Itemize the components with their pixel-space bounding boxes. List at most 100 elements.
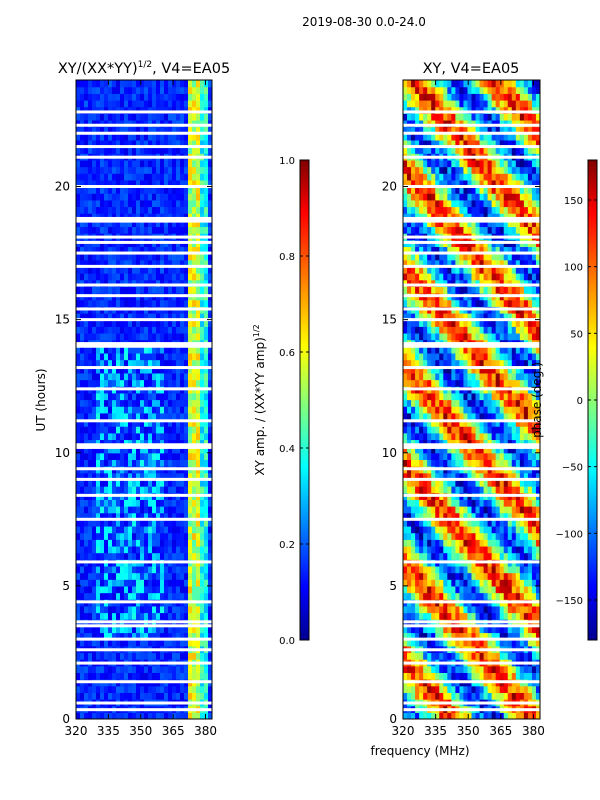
heatmap-cell — [84, 219, 89, 228]
heatmap-cell — [156, 279, 161, 287]
heatmap-cell — [76, 545, 81, 554]
heatmap-cell — [96, 612, 101, 620]
heatmap-cell — [471, 472, 477, 480]
heatmap-cell — [403, 532, 408, 540]
heatmap-cell — [88, 179, 93, 188]
heatmap-cell — [443, 639, 448, 647]
heatmap-cell — [479, 685, 485, 693]
heatmap-cell — [156, 459, 161, 467]
heatmap-cell — [208, 312, 212, 321]
heatmap-cell — [112, 206, 117, 214]
heatmap-cell — [112, 173, 117, 181]
heatmap-cell — [168, 119, 173, 128]
heatmap-cell — [112, 93, 117, 101]
heatmap-cell — [88, 452, 93, 461]
heatmap-cell — [96, 539, 101, 547]
heatmap-cell — [419, 399, 424, 407]
heatmap-cell — [108, 106, 113, 114]
heatmap-cell — [415, 432, 420, 441]
heatmap-cell — [419, 605, 424, 614]
heatmap-cell — [415, 426, 420, 434]
heatmap-cell — [140, 379, 145, 387]
heatmap-cell — [120, 506, 125, 514]
heatmap-cell — [108, 299, 113, 307]
heatmap-cell — [507, 525, 513, 534]
heatmap-cell — [176, 80, 181, 88]
heatmap-cell — [172, 379, 177, 387]
heatmap-cell — [112, 193, 117, 201]
heatmap-cell — [471, 399, 477, 407]
heatmap-cell — [411, 406, 416, 414]
heatmap-cell — [403, 579, 408, 587]
heatmap-cell — [168, 506, 173, 514]
heatmap-cell — [196, 512, 201, 520]
heatmap-cell — [184, 426, 189, 434]
heatmap-cell — [443, 565, 448, 574]
heatmap-cell — [184, 412, 189, 421]
flagged-row — [76, 155, 212, 159]
heatmap-cell — [188, 86, 193, 94]
heatmap-cell — [427, 652, 432, 660]
heatmap-cell — [160, 126, 165, 134]
heatmap-cell — [535, 592, 540, 600]
heatmap-cell — [507, 539, 513, 547]
heatmap-cell — [108, 399, 113, 407]
heatmap-cell — [136, 166, 141, 174]
heatmap-cell — [156, 99, 161, 108]
heatmap-cell — [188, 672, 193, 680]
heatmap-cell — [499, 506, 505, 514]
heatmap-cell — [168, 486, 173, 494]
heatmap-cell — [200, 512, 205, 520]
heatmap-cell — [104, 359, 109, 367]
heatmap-cell — [168, 219, 173, 228]
heatmap-cell — [463, 432, 469, 441]
heatmap-cell — [100, 579, 105, 587]
heatmap-cell — [495, 512, 501, 520]
colorbar-amplitude: 0.00.20.40.60.81.0 XY amp. / (XX*YY amp)… — [252, 156, 310, 647]
heatmap-cell — [84, 432, 89, 441]
heatmap-cell — [96, 372, 101, 381]
heatmap-cell — [132, 479, 137, 487]
heatmap-cell — [108, 319, 113, 327]
heatmap-cell — [475, 552, 481, 560]
heatmap-cell — [196, 525, 201, 534]
heatmap-cell — [495, 459, 501, 467]
heatmap-cell — [443, 685, 448, 693]
heatmap-cell — [144, 399, 149, 407]
heatmap-cell — [204, 685, 209, 693]
heatmap-cell — [156, 512, 161, 520]
heatmap-cell — [403, 585, 408, 594]
heatmap-cell — [116, 86, 121, 94]
heatmap-cell — [188, 186, 193, 194]
heatmap-cell — [148, 372, 153, 381]
heatmap-cell — [192, 426, 197, 434]
heatmap-cell — [144, 113, 149, 121]
heatmap-cell — [116, 572, 121, 580]
heatmap-cell — [403, 685, 408, 693]
heatmap-cell — [435, 519, 440, 527]
heatmap-cell — [76, 506, 81, 514]
heatmap-cell — [192, 452, 197, 461]
heatmap-cell — [112, 632, 117, 640]
heatmap-cell — [184, 312, 189, 321]
heatmap-cell — [200, 286, 205, 294]
heatmap-cell — [100, 352, 105, 361]
heatmap-cell — [527, 532, 533, 540]
heatmap-cell — [128, 392, 133, 401]
heatmap-cell — [463, 545, 469, 554]
heatmap-cell — [164, 186, 169, 194]
heatmap-cell — [423, 519, 428, 527]
heatmap-cell — [200, 259, 205, 267]
heatmap-cell — [104, 545, 109, 554]
heatmap-cell — [423, 672, 428, 680]
heatmap-cell — [84, 685, 89, 693]
heatmap-cell — [403, 506, 408, 514]
heatmap-cell — [92, 319, 97, 327]
heatmap-cell — [92, 286, 97, 294]
heatmap-cell — [427, 519, 432, 527]
heatmap-cell — [443, 605, 448, 614]
heatmap-cell — [443, 592, 448, 600]
heatmap-cell — [92, 499, 97, 507]
heatmap-cell — [80, 439, 85, 447]
heatmap-cell — [491, 605, 497, 614]
